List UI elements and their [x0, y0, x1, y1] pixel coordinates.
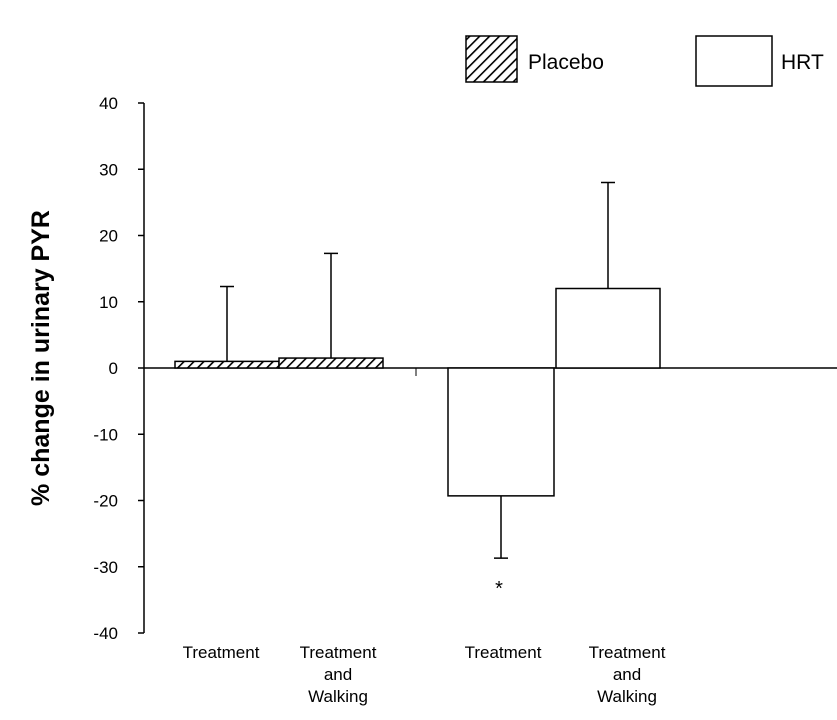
y-tick-label: 0 — [109, 359, 118, 378]
category-labels: Treatment Treatment and Walking Treatment Tre… — [183, 643, 666, 706]
y-axis-ticks: 40 30 20 10 0 -10 -20 -30 -40 — [93, 94, 144, 643]
annotations: * — [495, 578, 503, 600]
bar-hrt-1 — [447, 367, 555, 497]
bar-placebo-1 — [174, 360, 280, 369]
legend-swatch-placebo — [465, 35, 518, 83]
category-label: Walking — [308, 687, 368, 706]
error-bars — [220, 181, 615, 559]
legend-swatch-hrt — [695, 35, 773, 87]
y-tick-label: -20 — [93, 492, 118, 511]
y-tick-label: 30 — [99, 160, 118, 179]
y-axis-label: % change in urinary PYR — [27, 210, 55, 506]
y-tick-label: 10 — [99, 293, 118, 312]
category-label: Treatment — [300, 643, 377, 662]
category-label: Treatment — [589, 643, 666, 662]
legend: Placebo HRT — [465, 35, 824, 87]
category-label: and — [324, 665, 352, 684]
y-tick-label: -40 — [93, 624, 118, 643]
y-tick-label: 20 — [99, 227, 118, 246]
bars — [174, 287, 661, 497]
legend-label-hrt: HRT — [781, 51, 824, 74]
category-label: and — [613, 665, 641, 684]
category-label: Walking — [597, 687, 657, 706]
category-label: Treatment — [183, 643, 260, 662]
y-tick-label: -30 — [93, 558, 118, 577]
y-tick-label: 40 — [99, 94, 118, 113]
bar-hrt-2 — [555, 287, 661, 369]
bar-placebo-2 — [278, 357, 384, 369]
legend-label-placebo: Placebo — [528, 51, 604, 74]
category-label: Treatment — [465, 643, 542, 662]
significance-asterisk: * — [495, 578, 503, 600]
y-tick-label: -10 — [93, 425, 118, 444]
